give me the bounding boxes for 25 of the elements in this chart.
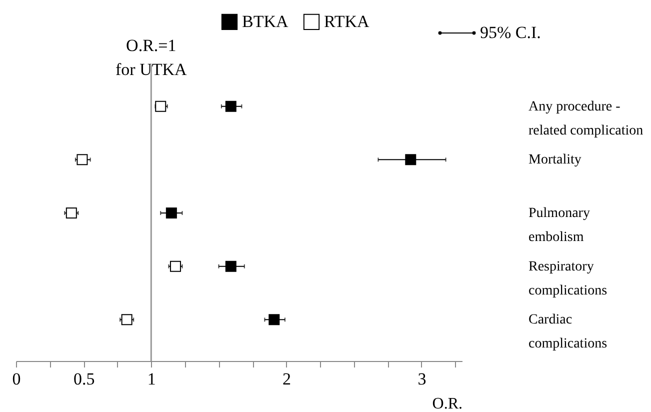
x-axis-title: O.R. [432, 396, 462, 412]
y-tick-label: Mortality [528, 152, 582, 168]
x-tick-label: 2 [282, 370, 292, 388]
point [405, 154, 416, 166]
point [170, 260, 181, 272]
y-tick-label: Any procedure - related complication [528, 99, 644, 138]
legend-label: RTKA [324, 12, 370, 31]
y-tick-label: Pulmonary embolism [528, 206, 590, 245]
y-tick-label: Respiratory complications [528, 259, 608, 298]
legend-label: BTKA [242, 12, 289, 31]
ref-line-label: O.R.=1 for UTKA [116, 36, 188, 79]
point [155, 100, 166, 112]
x-tick-label: 0.5 [73, 370, 95, 388]
point [225, 100, 236, 112]
point [166, 208, 177, 218]
point [66, 208, 77, 218]
text: 95% C.I. [480, 23, 541, 42]
x-tick-label: 3 [418, 370, 426, 388]
y-tick-label: Cardiac complications [528, 312, 608, 352]
x-tick-label: 0 [12, 370, 21, 388]
point [225, 260, 236, 272]
point [76, 154, 88, 166]
x-tick-label: 1 [147, 370, 156, 388]
point [268, 314, 280, 326]
point [121, 314, 132, 326]
